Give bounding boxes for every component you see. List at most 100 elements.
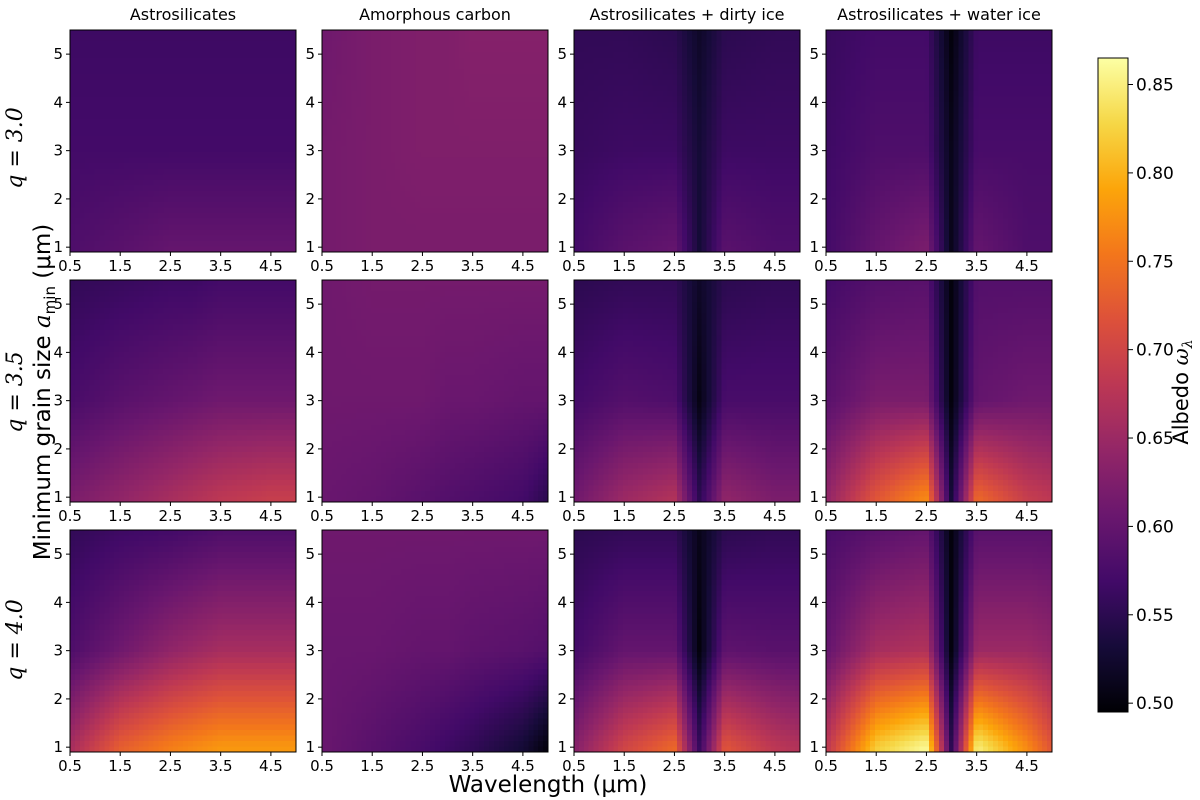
heat-cell (420, 130, 426, 136)
heat-cell (158, 119, 164, 125)
heat-cell (124, 36, 130, 42)
heat-cell (134, 169, 140, 175)
heat-cell (114, 185, 120, 191)
heat-cell (208, 80, 214, 86)
heat-cell (504, 52, 510, 58)
heat-cell (247, 130, 253, 136)
heat-cell (347, 47, 353, 53)
heat-cell (464, 80, 470, 86)
heat-cell (95, 74, 101, 80)
heat-cell (281, 86, 287, 92)
heat-cell (391, 74, 397, 80)
heat-cell (286, 213, 292, 219)
heat-cell (75, 63, 81, 69)
heat-cell (401, 108, 407, 114)
heat-cell (371, 130, 377, 136)
heat-cell (144, 147, 150, 153)
heat-cell (356, 97, 362, 103)
heat-cell (70, 86, 76, 92)
heat-cell (183, 141, 189, 147)
heat-cell (450, 97, 456, 103)
heat-cell (124, 152, 130, 158)
heat-cell (208, 41, 214, 47)
heat-cell (509, 58, 515, 64)
heat-cell (420, 86, 426, 92)
heat-cell (198, 36, 204, 42)
heat-cell (163, 119, 169, 125)
heat-cell (80, 208, 86, 214)
heat-cell (208, 147, 214, 153)
heat-cell (528, 52, 534, 58)
heat-cell (351, 124, 357, 130)
heat-cell (509, 86, 515, 92)
heat-cell (104, 119, 110, 125)
heat-cell (342, 63, 348, 69)
heat-cell (144, 30, 150, 36)
heat-cell (99, 219, 105, 225)
heat-cell (528, 58, 534, 64)
heat-cell (271, 191, 277, 197)
heat-cell (247, 124, 253, 130)
heat-cell (396, 52, 402, 58)
heat-cell (262, 219, 268, 225)
heat-cell (129, 241, 135, 247)
heat-cell (139, 230, 145, 236)
heat-cell (149, 41, 155, 47)
heat-cell (484, 91, 490, 97)
heat-cell (99, 52, 105, 58)
heat-cell (203, 224, 209, 230)
heat-cell (356, 119, 362, 125)
heat-cell (430, 47, 436, 53)
heat-cell (484, 135, 490, 141)
heat-cell (178, 47, 184, 53)
heat-cell (173, 47, 179, 53)
heat-cell (489, 108, 495, 114)
heat-cell (173, 52, 179, 58)
heat-cell (401, 47, 407, 53)
heat-cell (203, 130, 209, 136)
heat-cell (80, 191, 86, 197)
heat-cell (371, 124, 377, 130)
heat-cell (533, 102, 539, 108)
heat-cell (227, 69, 233, 75)
heat-cell (95, 69, 101, 75)
heat-cell (75, 119, 81, 125)
heat-cell (124, 185, 130, 191)
heat-cell (242, 147, 248, 153)
heat-cell (99, 191, 105, 197)
heat-cell (114, 41, 120, 47)
heat-cell (163, 47, 169, 53)
heat-cell (124, 169, 130, 175)
heat-cell (144, 219, 150, 225)
heat-cell (149, 197, 155, 203)
heat-cell (276, 158, 282, 164)
heat-cell (139, 235, 145, 241)
heat-cell (252, 141, 258, 147)
heat-cell (376, 47, 382, 53)
heat-cell (212, 52, 218, 58)
heat-cell (217, 91, 223, 97)
heat-cell (114, 58, 120, 64)
heat-cell (193, 97, 199, 103)
heat-cell (361, 63, 367, 69)
heat-cell (396, 102, 402, 108)
heat-cell (252, 213, 258, 219)
heat-cell (267, 219, 273, 225)
heat-cell (168, 163, 174, 169)
heat-cell (227, 63, 233, 69)
heat-cell (361, 52, 367, 58)
heat-cell (193, 174, 199, 180)
heat-cell (222, 219, 228, 225)
heat-cell (114, 169, 120, 175)
heat-cell (337, 108, 343, 114)
heat-cell (134, 30, 140, 36)
heat-cell (519, 58, 525, 64)
heat-cell (114, 30, 120, 36)
heat-cell (99, 152, 105, 158)
heat-cell (203, 235, 209, 241)
heat-cell (70, 108, 76, 114)
heat-cell (366, 130, 372, 136)
heat-cell (322, 74, 328, 80)
heat-cell (129, 197, 135, 203)
heat-cell (435, 124, 441, 130)
